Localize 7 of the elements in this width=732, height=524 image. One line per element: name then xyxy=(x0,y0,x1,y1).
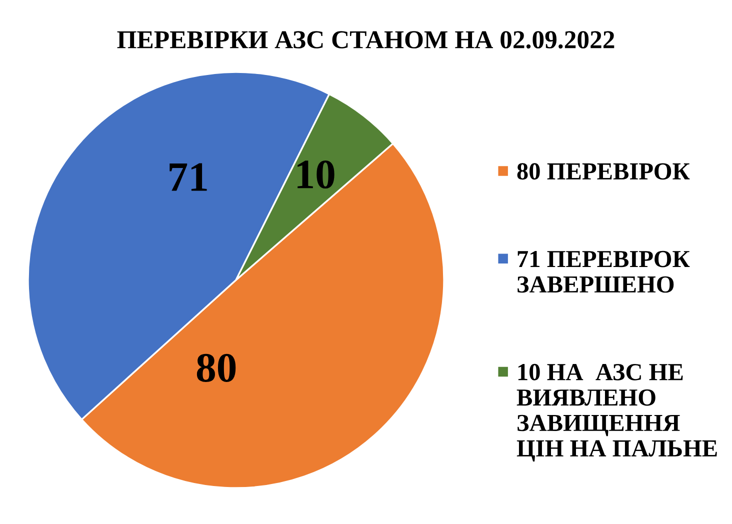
legend-label: 10 НА АЗС НЕ ВИЯВЛЕНО ЗАВИЩЕННЯ ЦІН НА ПАЛЬНЕ xyxy=(516,364,717,462)
data-label: 10 xyxy=(298,160,334,189)
data-label: 71 xyxy=(170,163,207,191)
chart-title: ПЕРЕВІРКИ АЗС СТАНОМ НА 02.09.2022 xyxy=(117,31,614,49)
data-label: 80 xyxy=(196,354,236,382)
legend-label: 71 ПЕРЕВІРОК ЗАВЕРШЕНО xyxy=(518,250,690,293)
legend-label: 80 ПЕРЕВІРОК xyxy=(517,163,690,180)
